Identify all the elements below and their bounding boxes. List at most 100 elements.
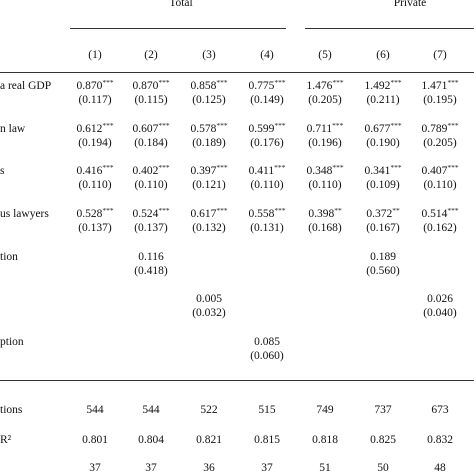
standard-error: (0.137) [134,222,168,234]
coefficient: 0.524*** [132,206,170,221]
column-header: (1) [88,49,102,61]
significance-stars: *** [216,163,228,172]
significance-stars: *** [158,78,170,87]
coef-value: 0.528 [76,208,103,220]
statistic: 37 [145,462,157,474]
statistic: 37 [89,462,101,474]
coefficient: 0.870*** [132,78,170,93]
standard-error: (0.190) [366,137,400,149]
coefficient: 0.677*** [364,122,401,136]
coefficient: 0.085 [254,336,280,349]
standard-error: (0.189) [192,137,226,149]
standard-error: (0.110) [423,179,457,191]
statistic: 544 [86,404,104,416]
coef-value: 1.471 [421,80,448,92]
significance-stars: *** [447,163,459,172]
coefficient: 0.775*** [248,78,286,93]
standard-error: (0.196) [308,137,342,149]
group-rule [70,28,286,29]
coef-value: 1.492 [364,80,391,92]
standard-error: (0.560) [366,265,400,277]
significance-stars: *** [274,121,286,130]
coef-value: 0.402 [132,165,159,177]
statistic: 36 [203,462,215,474]
coef-value: 0.348 [306,165,333,177]
row-label: R² [0,434,12,446]
standard-error: (0.115) [134,94,168,106]
standard-error: (0.418) [134,265,168,277]
coef-value: 0.411 [248,165,275,177]
coef-value: 0.005 [196,293,222,305]
coef-value: 0.189 [370,251,396,263]
row-label: ption [0,336,24,348]
significance-stars: *** [158,206,170,215]
statistic: 737 [374,404,392,416]
row-label: tions [0,404,23,416]
coef-value: 0.372 [366,208,393,220]
body-rule [0,380,474,381]
significance-stars: *** [158,121,170,130]
significance-stars: *** [390,78,402,87]
significance-stars: *** [102,163,114,172]
coef-value: 0.607 [132,123,159,135]
column-header: (2) [144,49,158,61]
coef-value: 0.524 [132,208,159,220]
coefficient: 0.341*** [364,164,401,178]
statistic: 51 [319,462,331,474]
standard-error: (0.184) [134,137,168,149]
coefficient: 0.514*** [421,206,459,221]
coef-value: 0.116 [138,251,164,263]
standard-error: (0.125) [192,94,226,106]
statistic: 48 [434,462,446,474]
statistic: 522 [200,404,218,416]
coef-value: 0.514 [421,208,448,220]
significance-stars: *** [274,163,286,172]
standard-error: (0.110) [134,179,168,191]
standard-error: (0.040) [423,307,457,319]
statistic: 0.818 [312,434,338,446]
coefficient: 0.578*** [190,121,228,136]
standard-error: (0.060) [250,350,284,362]
standard-error: (0.117) [78,94,112,106]
row-label: n law [0,123,26,135]
group-rule [305,28,474,29]
significance-stars: *** [102,121,114,130]
significance-stars: *** [274,78,286,87]
coef-value: 0.858 [190,80,217,92]
column-header: (6) [376,49,390,61]
coefficient: 0.789*** [421,122,458,136]
standard-error: (0.110) [250,179,284,191]
statistic: 0.801 [82,434,108,446]
standard-error: (0.162) [423,222,457,234]
significance-stars: *** [447,206,459,215]
coef-value: 0.578 [190,123,217,135]
coefficient: 0.411*** [248,163,286,178]
coefficient: 0.348*** [306,164,343,178]
header-rule [0,72,474,73]
coef-value: 0.085 [254,336,280,348]
coef-value: 0.341 [364,165,391,177]
coef-value: 0.612 [76,123,103,135]
coef-value: 0.711 [306,123,333,135]
significance-stars: *** [102,206,114,215]
coef-value: 0.870 [76,80,103,92]
coefficient: 0.558*** [248,207,285,221]
coefficient: 0.372** [366,207,399,221]
standard-error: (0.137) [78,222,112,234]
standard-error: (0.167) [366,222,400,234]
statistic: 0.825 [370,434,396,446]
coefficient: 0.005 [196,293,222,306]
coef-value: 0.617 [190,208,217,220]
coef-value: 0.789 [421,123,448,135]
standard-error: (0.121) [192,179,226,191]
standard-error: (0.110) [308,179,342,191]
coefficient: 1.476*** [306,79,343,93]
standard-error: (0.032) [192,307,226,319]
column-header: (3) [202,49,216,61]
coef-value: 0.397 [190,165,217,177]
coefficient: 0.407*** [421,163,459,178]
significance-stars: *** [216,121,228,130]
coefficient: 0.612*** [76,121,114,136]
significance-stars: *** [447,78,459,87]
